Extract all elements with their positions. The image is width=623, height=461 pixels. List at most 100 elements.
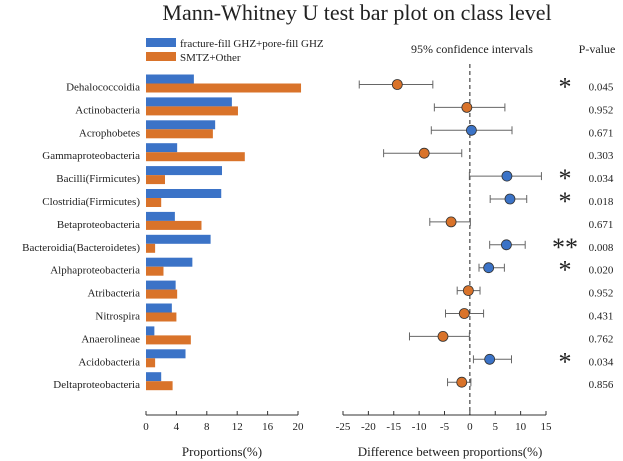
pvalue-label: 0.952: [589, 104, 614, 116]
difference-x-axis-label: Difference between proportions(%): [358, 444, 543, 459]
pvalue-label: 0.856: [589, 379, 614, 391]
category-label: Nitrospira: [95, 311, 140, 323]
pvalue-label: 0.952: [589, 288, 614, 300]
bar-series-b: [146, 152, 245, 162]
difference-tick-label: 5: [493, 421, 499, 433]
category-label: Alphaproteobacteria: [50, 265, 140, 277]
pvalue-label: 0.431: [589, 311, 614, 323]
category-label: Anaerolineae: [81, 333, 140, 345]
ci-point: [418, 147, 430, 159]
proportion-tick-label: 12: [232, 421, 243, 433]
ci-panel-title: 95% confidence intervals: [411, 42, 533, 56]
difference-tick-label: -15: [386, 421, 401, 433]
significance-markers: *******: [552, 73, 578, 377]
proportion-tick-label: 4: [174, 421, 180, 433]
bar-series-b: [146, 335, 191, 345]
difference-tick-label: -10: [412, 421, 427, 433]
pvalue-column: 0.045 0.952 0.671 0.303 0.034 0.018 0.671 0.008…: [589, 82, 614, 392]
pvalue-label: 0.018: [589, 196, 614, 208]
bar-series-b: [146, 83, 302, 93]
bar-series-b: [146, 289, 178, 299]
pvalue-label: 0.020: [589, 265, 614, 277]
category-labels: Dehalococcoidia Actinobacteria Acrophobete…: [22, 82, 140, 392]
difference-tick-label: -25: [336, 421, 351, 433]
difference-tick-label: 0: [467, 421, 473, 433]
pvalue-label: 0.762: [589, 333, 614, 345]
pvalue-label: 0.008: [589, 242, 614, 254]
bar-series-a: [146, 257, 193, 267]
significance-star: *: [559, 73, 572, 102]
category-label: Deltaproteobacteria: [53, 379, 140, 391]
ci-point: [445, 216, 457, 228]
pvalue-label: 0.671: [589, 219, 614, 231]
ci-point: [391, 79, 403, 90]
bar-series-b: [146, 198, 162, 207]
category-label: Actinobacteria: [75, 104, 140, 116]
bar-series-a: [146, 303, 172, 313]
bar-series-b: [146, 243, 156, 253]
difference-tick-label: 15: [541, 421, 553, 433]
ci-point: [504, 193, 516, 205]
pvalue-label: 0.671: [589, 127, 614, 139]
category-label: Betaproteobacteria: [57, 219, 140, 231]
ci-point: [458, 308, 470, 319]
category-label: Acidobacteria: [78, 356, 140, 368]
difference-tick-label: -5: [440, 421, 450, 433]
difference-tick-label: 10: [515, 421, 527, 433]
bar-series-a: [146, 120, 216, 130]
bar-series-b: [146, 266, 164, 276]
bar-series-a: [146, 143, 178, 153]
significance-star: *: [559, 187, 572, 216]
bar-series-b: [146, 312, 177, 322]
bar-series-a: [146, 97, 232, 107]
bar-series-a: [146, 189, 222, 198]
category-label: Acrophobetes: [79, 127, 140, 139]
pvalue-label: 0.034: [589, 173, 614, 185]
ci-point: [501, 239, 512, 251]
pvalue-label: 0.303: [589, 150, 614, 162]
proportion-x-axis-label: Proportions(%): [182, 444, 262, 459]
proportion-bars: [146, 74, 302, 391]
bar-series-b: [146, 358, 156, 368]
bar-series-b: [146, 220, 202, 230]
ci-point: [437, 330, 449, 342]
bar-series-a: [146, 349, 186, 359]
significance-star: **: [552, 233, 578, 262]
pvalue-header: P-value: [579, 42, 616, 56]
ci-point: [456, 376, 468, 388]
category-label: Gammaproteobacteria: [42, 150, 140, 162]
category-label: Bacilli(Firmicutes): [56, 173, 140, 185]
legend-label-series-a: fracture-fill GHZ+pore-fill GHZ: [180, 38, 324, 50]
proportion-x-axis: 0 4 8 12 16 20: [143, 411, 304, 433]
significance-star: *: [559, 164, 572, 193]
bar-series-a: [146, 74, 194, 84]
confidence-intervals: [358, 79, 542, 388]
legend-swatch-series-b: [146, 52, 176, 61]
legend-label-series-b: SMTZ+Other: [180, 52, 241, 64]
legend: fracture-fill GHZ+pore-fill GHZ SMTZ+Oth…: [146, 38, 324, 64]
bar-series-a: [146, 211, 175, 221]
ci-point: [501, 170, 513, 182]
category-label: Atribacteria: [87, 288, 140, 300]
category-label: Clostridia(Firmicutes): [42, 196, 140, 208]
ci-point: [462, 285, 474, 297]
ci-point: [465, 124, 477, 136]
proportion-tick-label: 8: [204, 421, 210, 433]
pvalue-label: 0.045: [589, 82, 614, 94]
bar-series-b: [146, 381, 173, 391]
category-label: Bacteroidia(Bacteroidetes): [22, 242, 140, 254]
bar-series-b: [146, 106, 238, 116]
ci-point: [484, 353, 496, 365]
bar-series-a: [146, 326, 155, 336]
ci-point: [483, 262, 495, 274]
significance-star: *: [559, 347, 572, 376]
bar-series-a: [146, 280, 176, 290]
difference-x-axis: -25 -20 -15 -10 -5 0 5 10 15: [336, 411, 552, 433]
category-label: Dehalococcoidia: [66, 82, 140, 94]
bar-series-a: [146, 372, 162, 382]
bar-series-a: [146, 166, 222, 176]
significance-star: *: [559, 256, 572, 285]
bar-series-a: [146, 234, 211, 244]
legend-swatch-series-a: [146, 38, 176, 47]
